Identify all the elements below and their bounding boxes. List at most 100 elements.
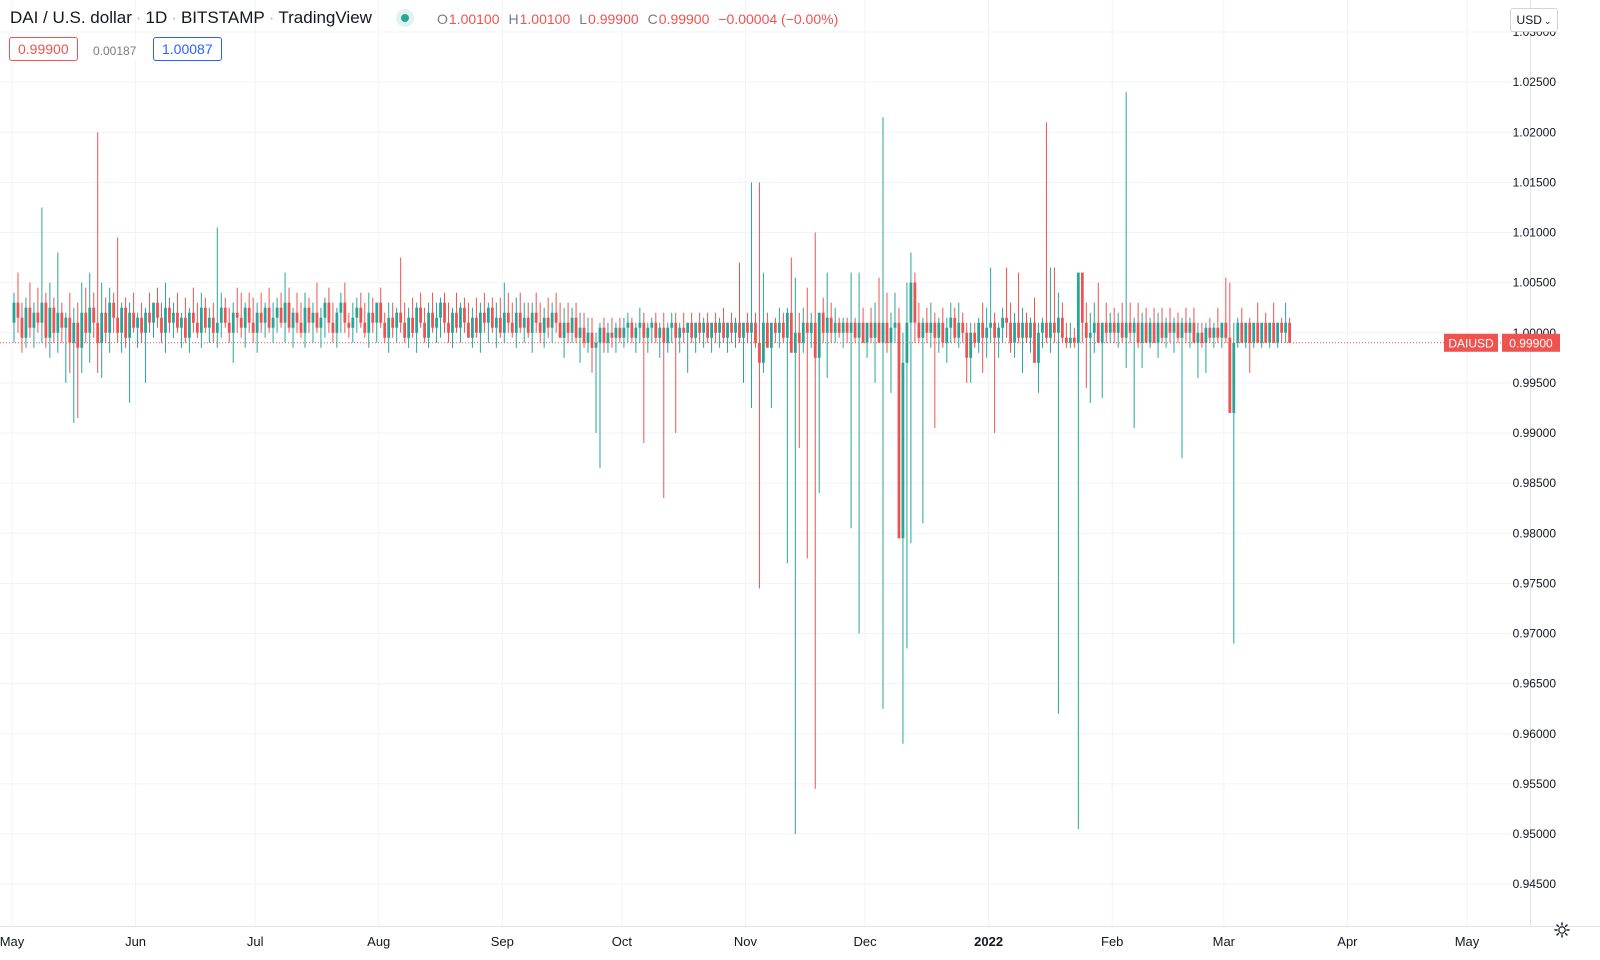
candle-body	[546, 317, 550, 328]
time-axis[interactable]: May Jun Jul Aug Sep Oct Nov Dec 2022 Feb Mar Apr May	[0, 934, 1480, 949]
interval-label[interactable]: 1D	[145, 8, 168, 27]
candle-body	[646, 327, 650, 338]
candle	[423, 307, 426, 343]
candle-body	[1053, 322, 1056, 333]
candle-body	[427, 312, 430, 338]
candle	[482, 292, 486, 333]
candle-body	[207, 317, 211, 328]
candle	[773, 317, 777, 343]
candle-body	[92, 307, 96, 323]
candle-body	[124, 307, 128, 338]
candle	[841, 317, 845, 348]
low-label: L	[579, 11, 588, 27]
candle	[315, 282, 319, 333]
candle-body	[1140, 322, 1144, 343]
candle	[48, 282, 52, 358]
candle	[463, 297, 466, 333]
candle	[1272, 302, 1276, 343]
candle-body	[965, 332, 969, 358]
candle	[1053, 267, 1056, 343]
candle	[1280, 317, 1284, 343]
candle-body	[498, 317, 502, 333]
candle	[921, 317, 925, 524]
bid-price-button[interactable]: 0.99900	[9, 37, 78, 61]
currency-select[interactable]: USD ⌄	[1510, 8, 1558, 32]
gear-icon[interactable]	[1554, 922, 1570, 938]
candle	[698, 312, 702, 343]
candle	[1232, 322, 1236, 644]
candle	[578, 312, 582, 363]
candle-body	[1152, 322, 1156, 343]
candle-body	[694, 322, 698, 338]
candle	[506, 292, 510, 333]
y-tick-label: 1.02000	[1513, 125, 1557, 139]
candle-body	[933, 322, 937, 338]
candle-body	[662, 327, 666, 343]
candle-body	[574, 317, 578, 338]
candle	[395, 307, 399, 343]
candle-body	[1172, 322, 1176, 333]
last-price-tag	[1502, 333, 1560, 352]
y-tick-label: 0.98000	[1513, 526, 1557, 540]
candle-body	[598, 327, 602, 343]
candle	[478, 302, 482, 353]
candle	[16, 272, 20, 333]
candle	[367, 292, 371, 348]
candle	[1244, 322, 1248, 348]
candle-body	[351, 317, 355, 328]
candle-body	[355, 307, 359, 318]
candle-body	[1096, 322, 1100, 343]
last-price-value: 0.99900	[1509, 336, 1553, 350]
candle-body	[72, 322, 76, 343]
candle-body	[1200, 332, 1204, 343]
candle-body	[582, 327, 586, 343]
candle	[538, 302, 542, 343]
candle-body	[451, 312, 454, 333]
candle	[1288, 317, 1292, 343]
candle-body	[20, 317, 24, 338]
candle-body	[100, 312, 104, 343]
candle-body	[833, 322, 837, 333]
candle-body	[211, 317, 215, 333]
candle-body	[1164, 322, 1168, 338]
source-label: TradingView	[278, 8, 372, 27]
candle	[399, 257, 403, 333]
candle-body	[969, 332, 973, 358]
candle	[849, 272, 853, 529]
candle	[1112, 307, 1116, 343]
candle-body	[235, 312, 239, 318]
candle-body	[666, 327, 670, 343]
symbol-name[interactable]: DAI / U.S. dollar	[10, 8, 132, 27]
candle-body	[471, 317, 474, 338]
ask-price-button[interactable]: 1.00087	[153, 37, 222, 61]
candle-body	[168, 307, 171, 323]
candle-body	[1156, 322, 1160, 343]
candle	[379, 287, 383, 328]
candle	[411, 297, 415, 338]
market-open-dot-icon[interactable]	[396, 9, 414, 27]
candle-body	[674, 322, 678, 338]
candle-body	[698, 322, 702, 333]
candle	[766, 312, 769, 348]
open-label: O	[437, 11, 448, 27]
candle	[686, 322, 690, 373]
candle	[403, 302, 407, 343]
candle	[1064, 322, 1068, 348]
candle	[654, 312, 658, 343]
candle-body	[1068, 337, 1072, 343]
candle-body	[459, 307, 462, 328]
candle-body	[514, 312, 518, 333]
candle	[1136, 302, 1140, 348]
exchange-label: BITSTAMP	[180, 8, 265, 27]
candle-body	[526, 317, 530, 333]
candle-body	[1025, 322, 1028, 338]
symbol-title[interactable]: DAI / U.S. dollar · 1D · BITSTAMP · TradingVie…	[10, 8, 372, 27]
candle	[263, 302, 267, 338]
candle-body	[1264, 322, 1268, 343]
candle-body	[570, 317, 574, 333]
candle-body	[283, 302, 287, 323]
candle-body	[742, 322, 745, 338]
candle	[227, 307, 231, 343]
price-axis[interactable]: 0.94500 0.95000 0.95500 0.96000 0.96500 0.970…	[1513, 25, 1557, 891]
